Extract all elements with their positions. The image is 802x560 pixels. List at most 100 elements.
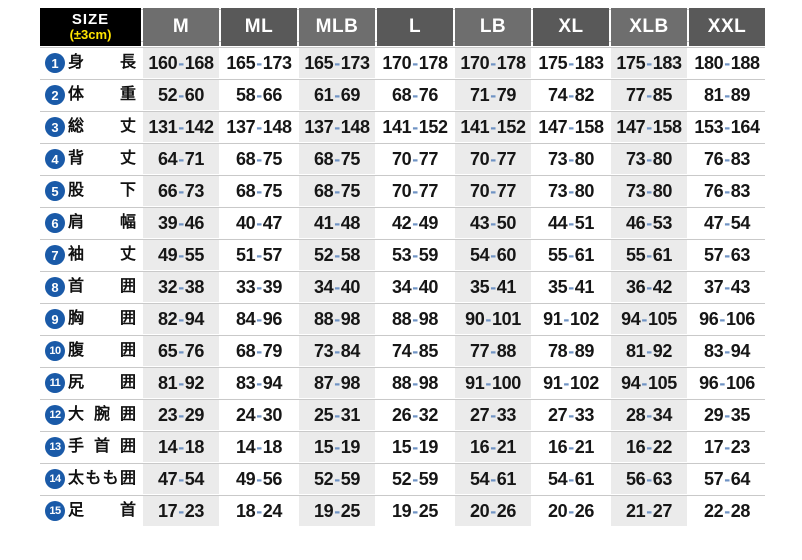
range-min: 17 [157, 500, 178, 521]
range-max: 33 [574, 404, 595, 425]
range-dash: - [568, 116, 574, 137]
row-label-text: 総丈 [68, 118, 136, 135]
range-min: 94 [621, 372, 641, 393]
size-value-cell: 141 - 152 [377, 112, 453, 142]
row-label-text: 背丈 [68, 150, 136, 167]
range-max: 102 [570, 372, 599, 393]
range-max: 188 [730, 52, 760, 73]
row-label: 2 体重 [40, 80, 141, 110]
row-label: 3 総丈 [40, 112, 141, 142]
size-value-cell: 91 - 102 [533, 368, 609, 398]
size-value-cell: 27 - 33 [455, 400, 531, 430]
range-dash: - [256, 148, 262, 169]
range-dash: - [412, 372, 418, 393]
size-value-cell: 170 - 178 [377, 48, 453, 78]
range-dash: - [178, 212, 184, 233]
range-max: 173 [340, 52, 370, 73]
range-max: 43 [730, 276, 751, 297]
size-value-cell: 70 - 77 [377, 144, 453, 174]
range-max: 80 [652, 180, 673, 201]
size-value-cell: 56 - 63 [611, 464, 687, 494]
size-value-cell: 70 - 77 [455, 176, 531, 206]
range-dash: - [256, 212, 262, 233]
range-min: 68 [313, 180, 334, 201]
range-max: 34 [652, 404, 673, 425]
range-max: 77 [496, 180, 517, 201]
range-max: 47 [262, 212, 283, 233]
size-value-cell: 73 - 84 [299, 336, 375, 366]
range-min: 41 [313, 212, 334, 233]
range-dash: - [568, 468, 574, 489]
size-value-cell: 61 - 69 [299, 80, 375, 110]
range-min: 52 [313, 468, 334, 489]
range-max: 101 [492, 308, 521, 329]
range-dash: - [412, 436, 418, 457]
size-value-cell: 68 - 75 [299, 176, 375, 206]
range-min: 74 [547, 84, 568, 105]
range-max: 102 [570, 308, 599, 329]
range-min: 77 [469, 340, 490, 361]
range-min: 77 [625, 84, 646, 105]
range-min: 20 [469, 500, 490, 521]
row-label-text: 股下 [68, 182, 136, 199]
range-dash: - [490, 180, 496, 201]
range-min: 165 [304, 52, 334, 73]
range-dash: - [646, 116, 652, 137]
size-table: SIZE (±3cm) M ML MLB L LB XL XLB XXL 1 身長 160 -… [40, 8, 765, 526]
range-dash: - [568, 276, 574, 297]
row-number-badge: 11 [45, 373, 65, 393]
range-dash: - [568, 404, 574, 425]
range-dash: - [719, 372, 725, 393]
size-value-cell: 57 - 64 [689, 464, 765, 494]
range-max: 54 [184, 468, 205, 489]
range-max: 79 [496, 84, 517, 105]
range-dash: - [334, 244, 340, 265]
size-value-cell: 35 - 41 [455, 272, 531, 302]
range-max: 35 [730, 404, 751, 425]
corner-title: SIZE [71, 10, 110, 28]
range-min: 55 [625, 244, 646, 265]
size-value-cell: 175 - 183 [533, 48, 609, 78]
size-value-cell: 78 - 89 [533, 336, 609, 366]
range-max: 76 [418, 84, 439, 105]
range-dash: - [334, 500, 340, 521]
size-value-cell: 47 - 54 [143, 464, 219, 494]
size-value-cell: 14 - 18 [143, 432, 219, 462]
range-max: 76 [184, 340, 205, 361]
range-dash: - [646, 212, 652, 233]
range-max: 38 [184, 276, 205, 297]
range-max: 80 [652, 148, 673, 169]
range-dash: - [412, 84, 418, 105]
range-max: 27 [652, 500, 673, 521]
range-max: 59 [418, 244, 439, 265]
row-number-badge: 6 [45, 213, 65, 233]
range-dash: - [490, 340, 496, 361]
range-max: 18 [262, 436, 283, 457]
range-min: 141 [382, 116, 412, 137]
range-min: 175 [538, 52, 568, 73]
size-value-cell: 141 - 152 [455, 112, 531, 142]
size-value-cell: 180 - 188 [689, 48, 765, 78]
range-dash: - [719, 308, 725, 329]
range-min: 19 [391, 500, 412, 521]
range-min: 76 [703, 148, 724, 169]
range-min: 21 [625, 500, 646, 521]
range-min: 78 [547, 340, 568, 361]
range-dash: - [724, 404, 730, 425]
range-max: 21 [574, 436, 595, 457]
range-max: 105 [648, 372, 677, 393]
size-value-cell: 19 - 25 [377, 496, 453, 526]
range-max: 33 [496, 404, 517, 425]
size-value-cell: 96 - 106 [689, 368, 765, 398]
range-min: 46 [625, 212, 646, 233]
range-min: 57 [703, 244, 724, 265]
range-min: 141 [460, 116, 490, 137]
range-dash: - [334, 372, 340, 393]
range-min: 87 [313, 372, 334, 393]
range-min: 34 [313, 276, 334, 297]
range-dash: - [568, 244, 574, 265]
row-label-text: 大腕囲 [68, 406, 136, 423]
range-max: 60 [184, 84, 205, 105]
range-min: 54 [469, 468, 490, 489]
range-dash: - [568, 436, 574, 457]
